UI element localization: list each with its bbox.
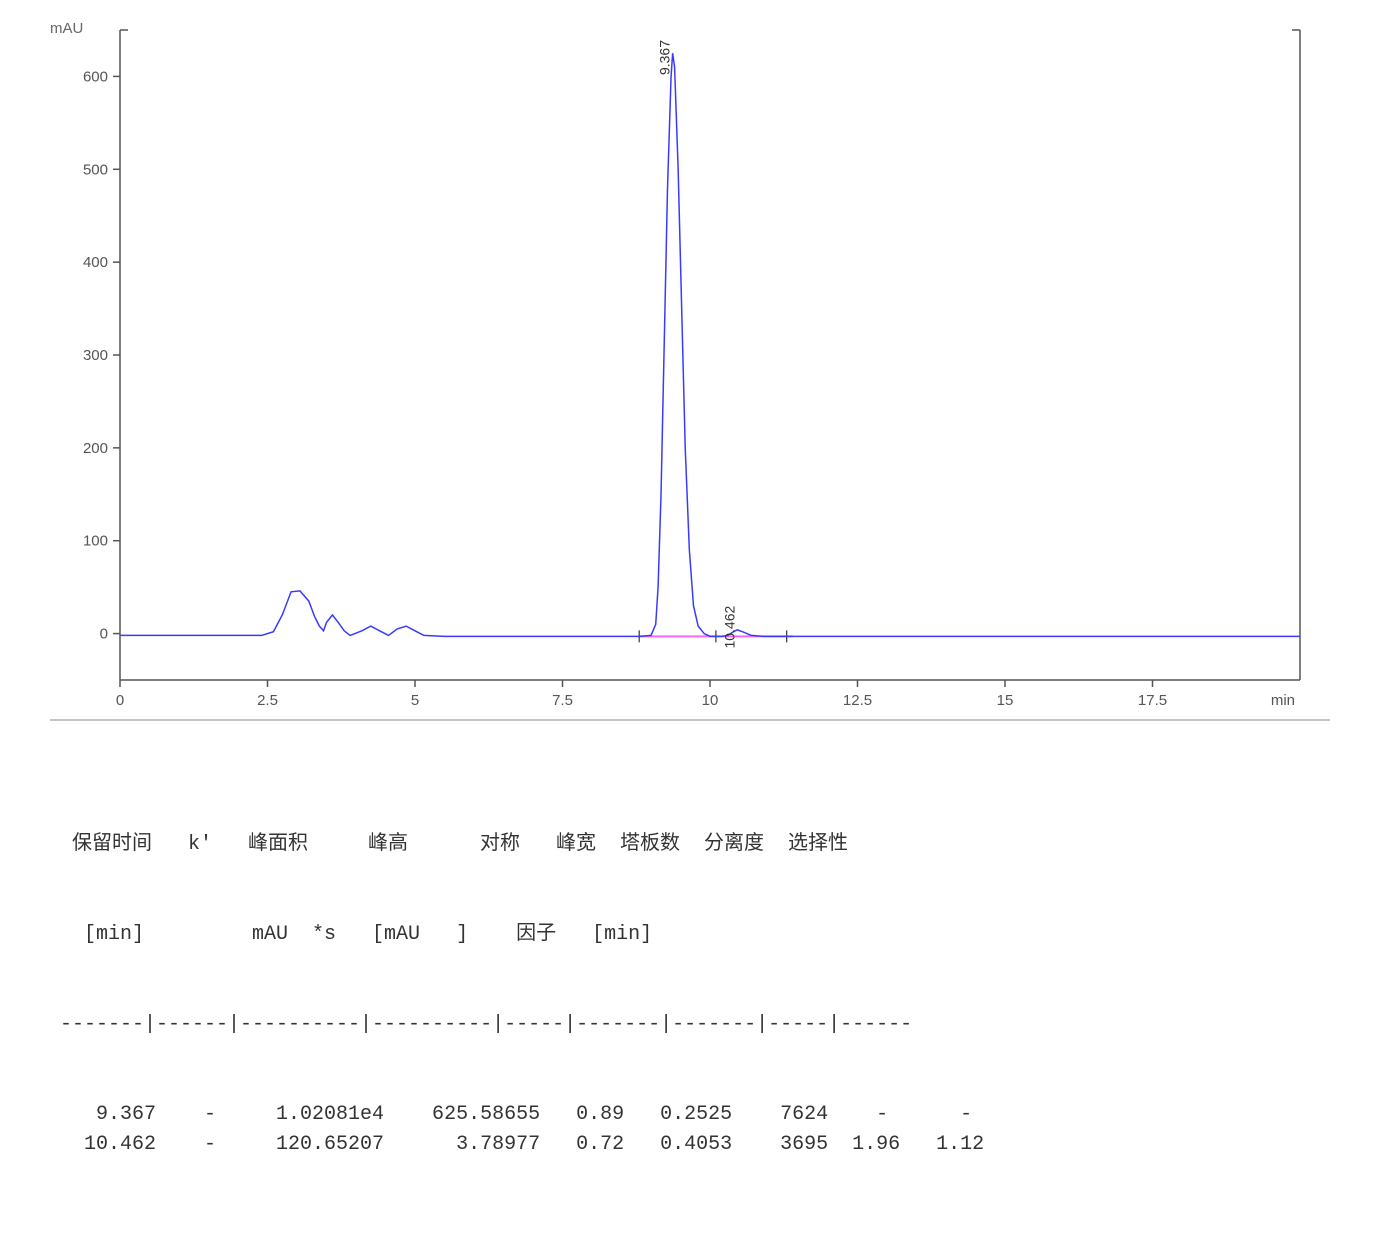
svg-text:7.5: 7.5: [552, 692, 573, 709]
svg-text:10: 10: [702, 692, 719, 709]
table-body: 9.367 - 1.02081e4 625.58655 0.89 0.2525 …: [60, 1100, 1356, 1160]
table-row: 10.462 - 120.65207 3.78977 0.72 0.4053 3…: [60, 1130, 1356, 1160]
svg-text:200: 200: [83, 440, 108, 457]
svg-text:2.5: 2.5: [257, 692, 278, 709]
svg-text:9.367: 9.367: [657, 40, 673, 75]
y-axis-unit-label: mAU: [50, 20, 83, 37]
table-divider: -------|------|----------|----------|---…: [60, 1010, 1356, 1040]
svg-text:15: 15: [997, 692, 1014, 709]
table-header-row-1: 保留时间 k' 峰面积 峰高 对称 峰宽 塔板数 分离度 选择性: [60, 830, 1356, 860]
svg-text:500: 500: [83, 161, 108, 178]
svg-text:10.462: 10.462: [721, 606, 737, 649]
svg-text:100: 100: [83, 533, 108, 550]
table-header-row-2: [min] mAU *s [mAU ] 因子 [min]: [60, 920, 1356, 950]
svg-text:0: 0: [100, 626, 108, 643]
svg-text:min: min: [1271, 692, 1295, 709]
svg-text:12.5: 12.5: [843, 692, 872, 709]
svg-text:600: 600: [83, 68, 108, 85]
chromatogram-chart: mAU 0 100 200 300 400 500 600 0 2.5 5 7.5 10 12.5 15 1…: [50, 20, 1330, 740]
svg-text:400: 400: [83, 254, 108, 271]
svg-text:5: 5: [411, 692, 419, 709]
chromatogram-report: mAU 0 100 200 300 400 500 600 0 2.5 5 7.5 10 12.5 15 1…: [20, 20, 1356, 1220]
table-row: 9.367 - 1.02081e4 625.58655 0.89 0.2525 …: [60, 1100, 1356, 1130]
peak-table: 保留时间 k' 峰面积 峰高 对称 峰宽 塔板数 分离度 选择性 [min] m…: [20, 770, 1356, 1220]
svg-text:0: 0: [116, 692, 124, 709]
svg-text:300: 300: [83, 347, 108, 364]
chart-svg: 0 100 200 300 400 500 600 0 2.5 5 7.5 10 12.5 15 17.5 m…: [50, 20, 1330, 740]
svg-text:17.5: 17.5: [1138, 692, 1167, 709]
